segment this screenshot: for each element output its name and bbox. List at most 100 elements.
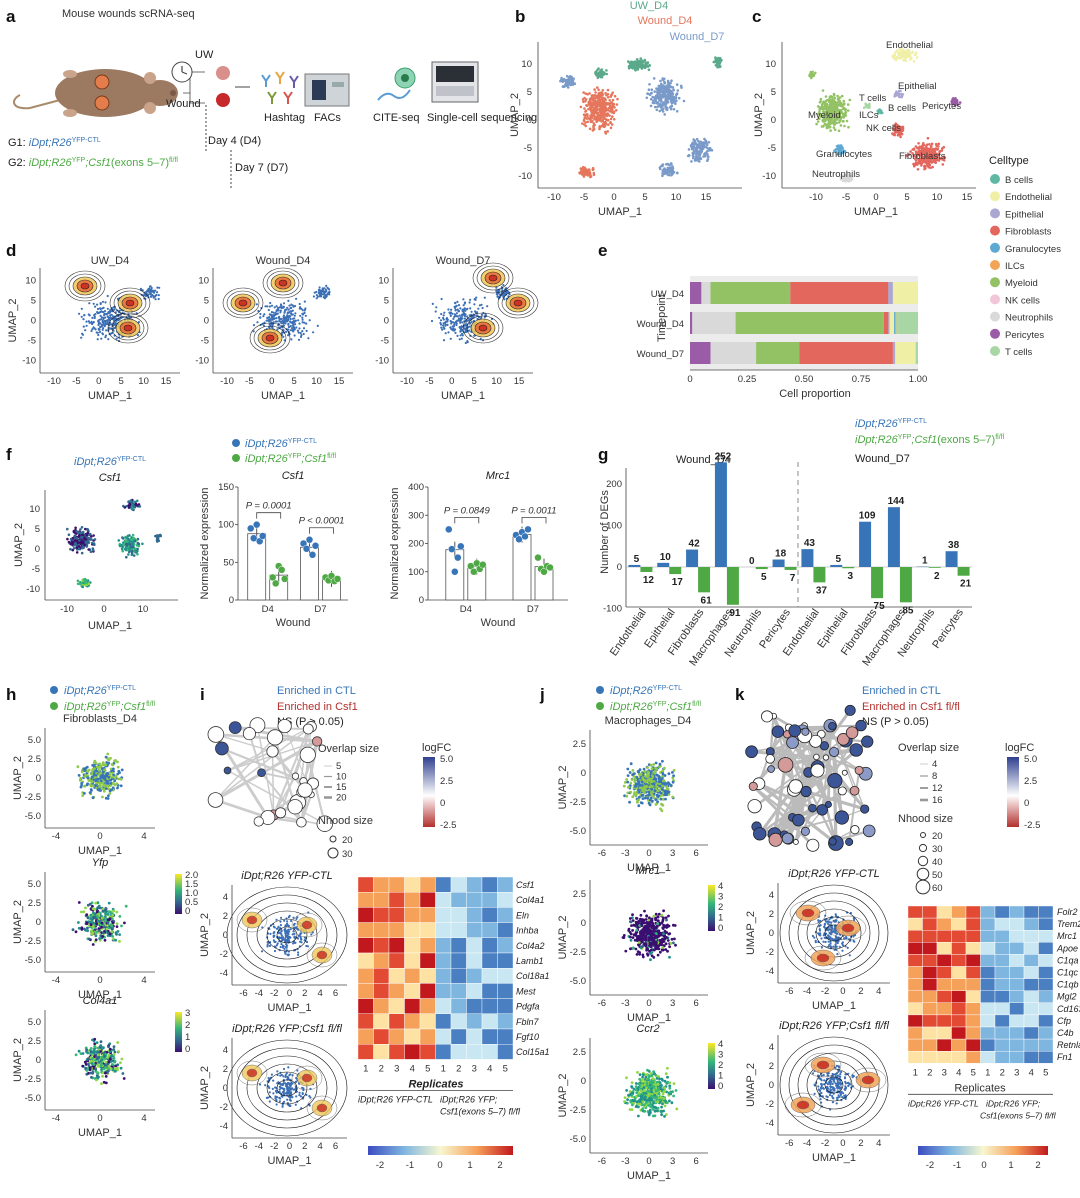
cell-point	[912, 60, 916, 63]
cell-point	[106, 784, 110, 788]
cell-point	[104, 1071, 107, 1075]
density-point	[458, 338, 461, 341]
density-point	[104, 301, 107, 304]
density-point	[464, 329, 467, 332]
f-ytick: -5	[32, 564, 40, 575]
density-point	[286, 315, 289, 318]
cell-point	[665, 107, 669, 111]
cell-point	[102, 775, 106, 778]
cell-point	[647, 88, 651, 91]
d-xtick: 10	[311, 376, 322, 387]
density-point	[442, 314, 445, 317]
cell-point	[87, 937, 91, 941]
g-label-up: 38	[948, 540, 960, 551]
density-point	[292, 322, 295, 325]
cell-point	[587, 168, 591, 171]
cell-point	[672, 88, 675, 92]
cell-point	[72, 547, 76, 550]
density-point	[466, 340, 469, 343]
cell-point	[584, 110, 587, 113]
cell-point	[668, 97, 672, 100]
density-point	[469, 298, 472, 301]
density-point	[154, 298, 157, 301]
cell-point	[134, 547, 137, 551]
cell-point	[102, 789, 106, 793]
cell-point	[83, 784, 86, 788]
d-xtick: 10	[491, 376, 502, 387]
d-xtick: 5	[119, 376, 124, 387]
h-xtick: 0	[97, 1113, 102, 1124]
density-point	[157, 297, 160, 301]
cell-point	[846, 109, 850, 112]
density-point	[480, 313, 483, 316]
g-label-up: 42	[689, 539, 701, 550]
celltype-legend: B cellsEndothelialEpithelialFibroblastsG…	[990, 174, 1061, 358]
h-legend-ctl: iDpt;R26YFP-CTL	[64, 685, 136, 697]
cell-point	[923, 165, 926, 168]
cell-point	[111, 935, 114, 938]
f-pvalue: P = 0.0011	[511, 505, 556, 516]
density-point	[109, 316, 112, 319]
g-label-up: 1	[922, 556, 928, 567]
density-point	[152, 296, 155, 299]
density-point	[276, 312, 279, 315]
g-label-down: 17	[672, 577, 684, 588]
density-point	[97, 320, 100, 323]
h-legend-csf1: iDpt;R26YFP;Csf1fl/fl	[64, 701, 155, 713]
cell-point	[73, 542, 77, 545]
cell-point	[104, 908, 107, 912]
density-point	[115, 337, 118, 340]
cell-point	[81, 1064, 85, 1068]
cell-point	[604, 91, 607, 95]
e-bar-segment	[888, 312, 890, 334]
panel-h: iDpt;R26YFP-CTL iDpt;R26YFP;Csf1fl/fl Fi…	[12, 685, 198, 1139]
cell-point	[597, 72, 601, 75]
cell-point	[96, 1072, 100, 1075]
cell-point	[115, 782, 119, 786]
density-point	[102, 322, 105, 325]
cell-point	[107, 1069, 110, 1073]
cell-point	[116, 786, 119, 790]
legend-label-myeloid: Myeloid	[1005, 278, 1038, 289]
density-point	[446, 320, 449, 323]
density-contour	[478, 324, 488, 332]
g-bar-up	[887, 507, 900, 567]
h-ytick: 0	[36, 917, 41, 928]
density-point	[98, 330, 102, 334]
f-bar-xlabel: Wound	[276, 617, 311, 629]
density-point	[280, 317, 283, 321]
density-point	[80, 336, 83, 339]
f-ytick: 0	[35, 544, 40, 555]
cell-point	[589, 102, 593, 106]
f-bar-xlabel: Wound	[481, 617, 516, 629]
e-bar-segment	[896, 312, 899, 334]
d-xtick: -10	[400, 376, 414, 387]
g-bar-down	[957, 567, 970, 576]
d-ytick: 5	[204, 296, 209, 307]
cell-point	[106, 752, 110, 756]
d-xlabel: UMAP_1	[261, 390, 305, 402]
cell-point	[695, 137, 699, 141]
cell-point	[639, 65, 643, 69]
h-colorbar	[175, 1012, 182, 1052]
cell-point	[666, 100, 670, 104]
cell-point	[79, 776, 82, 780]
uw-tissue-icon	[216, 66, 230, 80]
density-point	[328, 290, 331, 293]
density-point	[446, 323, 449, 326]
cell-point	[131, 533, 135, 537]
cell-point	[82, 910, 86, 914]
cell-point	[95, 1041, 99, 1045]
cell-point	[904, 59, 908, 62]
cell-point	[836, 98, 840, 101]
cell-point	[116, 930, 120, 933]
density-point	[301, 312, 304, 315]
density-point	[442, 316, 445, 320]
f-bar-ytick: 150	[218, 482, 234, 493]
cell-point	[87, 1062, 90, 1066]
cell-point	[110, 763, 114, 766]
cell-point	[661, 77, 664, 80]
f-bar-ytick: 100	[408, 567, 424, 578]
density-point	[103, 312, 106, 315]
cell-point	[104, 1081, 108, 1085]
